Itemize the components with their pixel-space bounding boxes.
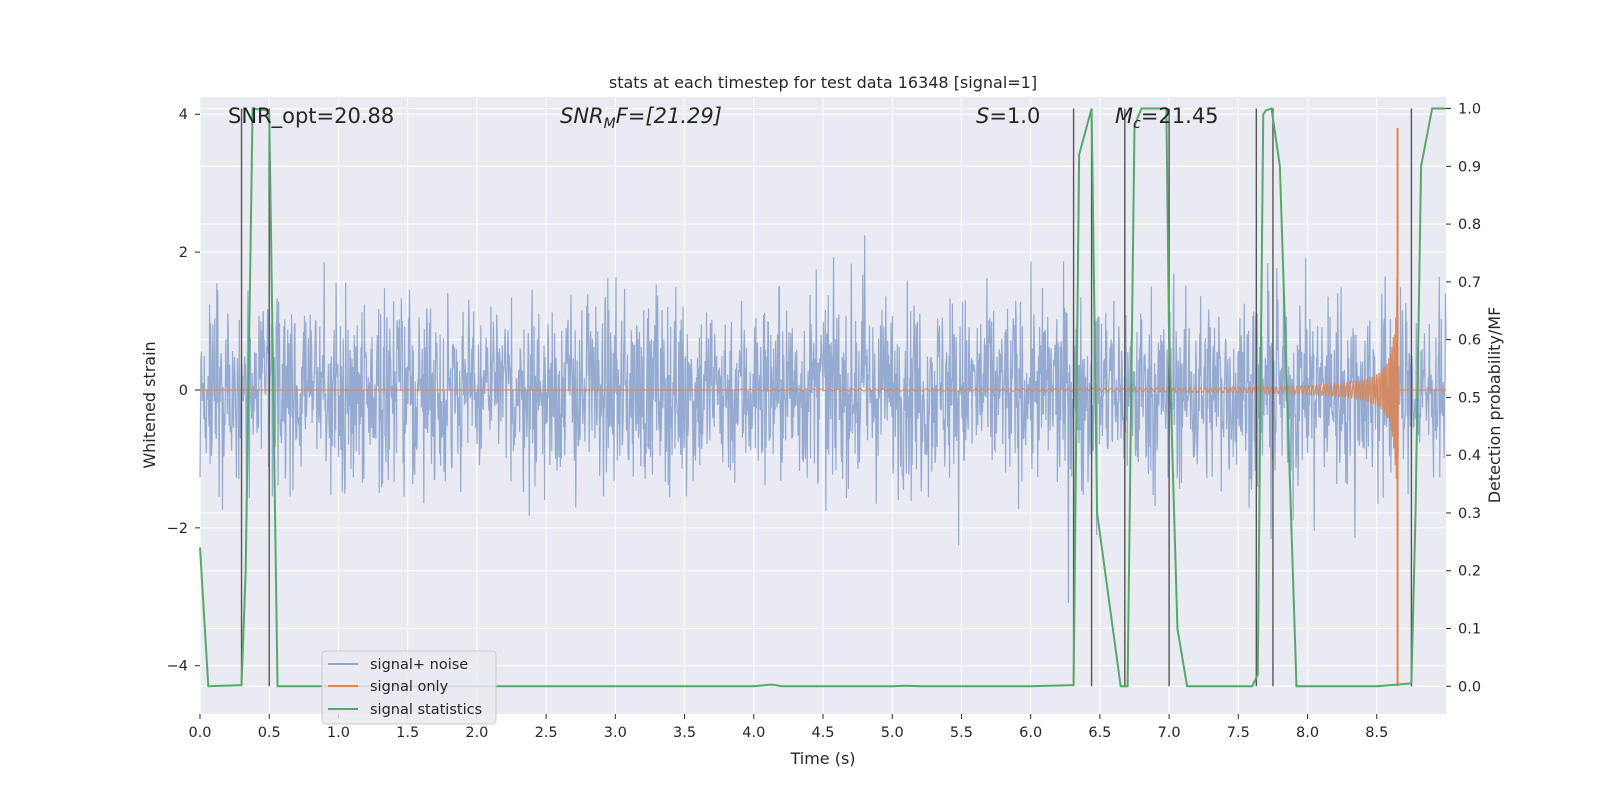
annotation-snr-mf: SNRMF=[21.29] [560, 104, 722, 132]
x-tick-label-9: 4.5 [811, 725, 834, 741]
chart-title: stats at each timestep for test data 163… [609, 73, 1037, 92]
y-left-tick-label-1: 2 [179, 245, 188, 261]
s-value: =1.0 [989, 104, 1040, 128]
x-tick-label-15: 7.5 [1227, 725, 1250, 741]
grid-lines [199, 97, 1446, 714]
x-tick-label-6: 3.0 [604, 725, 627, 741]
x-tick-label-13: 6.5 [1088, 725, 1111, 741]
x-tick-label-17: 8.5 [1365, 725, 1388, 741]
x-tick-label-0: 0.0 [188, 725, 211, 741]
y-left-tick-label-3: −2 [167, 521, 188, 537]
y-right-tick-label-1: 0.9 [1458, 159, 1481, 175]
x-tick-label-8: 4.0 [742, 725, 765, 741]
mc-value: =21.45 [1141, 104, 1219, 128]
axes: 0.0 0.5 1.0 1.5 2.0 2.5 3.0 3.5 4.0 4.5 5.0 5.5 6.0 6… [167, 102, 1481, 741]
y-right-tick-label-9: 0.1 [1458, 621, 1481, 637]
statistics-line [199, 107, 1446, 688]
annotation-s: S=1.0 [976, 104, 1040, 128]
x-tick-label-2: 1.0 [327, 725, 350, 741]
y-right-tick-label-7: 0.3 [1458, 506, 1481, 522]
y-left-tick-label-2: 0 [179, 383, 188, 399]
y-right-tick-label-0: 1.0 [1458, 102, 1481, 118]
signal-only-series [200, 128, 1446, 687]
signal-noise-series [199, 235, 1447, 603]
x-tick-label-7: 3.5 [673, 725, 696, 741]
x-tick-label-12: 6.0 [1019, 725, 1042, 741]
legend-label-signal-only: signal only [370, 679, 449, 695]
signal-noise-line [199, 235, 1447, 603]
x-tick-label-5: 2.5 [535, 725, 558, 741]
x-tick-label-16: 8.0 [1296, 725, 1319, 741]
legend-box [321, 650, 497, 725]
mc-symbol: M [1115, 104, 1133, 128]
x-tick-label-14: 7.0 [1158, 725, 1181, 741]
y-right-tick-label-6: 0.4 [1458, 448, 1481, 464]
annotation-snr-opt: SNR_opt=20.88 [228, 104, 394, 129]
s-symbol: S [976, 104, 989, 128]
x-tick-label-1: 0.5 [258, 725, 281, 741]
legend: signal+ noise signal only signal statist… [321, 650, 497, 725]
y-right-tick-label-8: 0.2 [1458, 564, 1481, 580]
y-left-tick-label-4: −4 [167, 659, 188, 675]
y-axis-right-title: Detection probability/MF [1485, 307, 1504, 504]
x-tick-label-3: 1.5 [396, 725, 419, 741]
y-right-tick-label-10: 0.0 [1458, 679, 1481, 695]
mc-subscript: c [1133, 116, 1141, 132]
y-left-tick-label-0: 4 [179, 107, 188, 123]
y-axis-left-title: Whitened strain [140, 341, 159, 468]
legend-label-signal-noise: signal+ noise [370, 657, 468, 673]
y-right-tick-label-3: 0.7 [1458, 275, 1481, 291]
y-right-tick-label-2: 0.8 [1458, 217, 1481, 233]
snr-mf-symbol: SNR [560, 104, 604, 128]
legend-label-statistics: signal statistics [370, 702, 482, 718]
y-right-tick-label-4: 0.6 [1458, 333, 1481, 349]
x-axis-title: Time (s) [789, 749, 855, 768]
x-tick-label-10: 5.0 [881, 725, 904, 741]
signal-only-line [200, 278, 1446, 516]
x-tick-label-4: 2.0 [465, 725, 488, 741]
snr-mf-subscript: M [604, 116, 616, 132]
annotation-mc: Mc=21.45 [1115, 104, 1219, 132]
y-right-tick-label-5: 0.5 [1458, 390, 1481, 406]
x-tick-label-11: 5.5 [950, 725, 973, 741]
signal-statistics-series [199, 107, 1446, 688]
snr-mf-value: F=[21.29] [616, 104, 722, 128]
